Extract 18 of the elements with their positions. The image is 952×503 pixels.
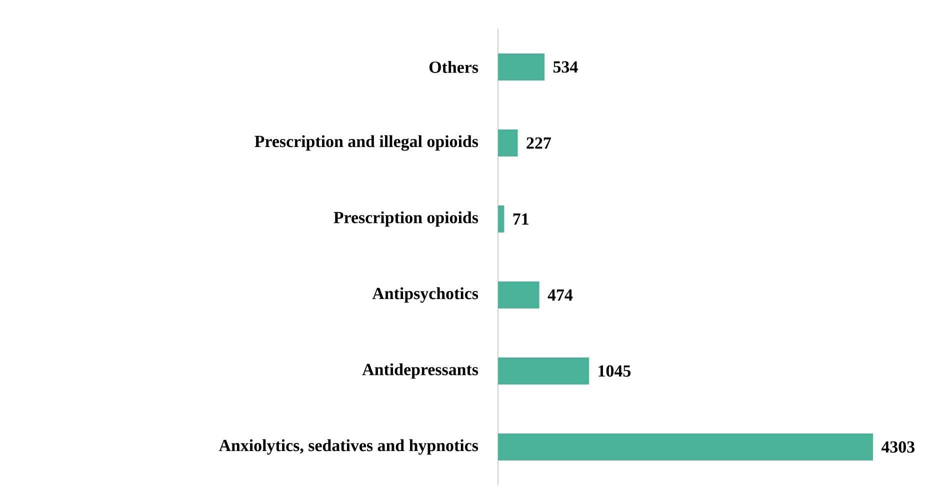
bar bbox=[498, 433, 874, 460]
data-label: 227 bbox=[526, 137, 551, 149]
data-label: 1045 bbox=[598, 365, 631, 377]
bar bbox=[498, 205, 504, 232]
y-tick-label: Others bbox=[429, 61, 478, 73]
data-label: 4303 bbox=[881, 441, 915, 453]
y-tick-label: Antipsychotics bbox=[372, 287, 478, 303]
data-label: 534 bbox=[553, 61, 578, 73]
y-tick-label: Prescription opioids bbox=[334, 211, 478, 227]
bar bbox=[498, 53, 545, 80]
y-tick-label: Anxiolytics, sedatives and hypnotics bbox=[218, 439, 478, 455]
bar bbox=[498, 357, 590, 384]
y-tick-label: Prescription and illegal opioids bbox=[254, 135, 478, 151]
data-label: 474 bbox=[548, 289, 573, 301]
bar bbox=[498, 281, 540, 308]
y-tick-label: Antidepressants bbox=[362, 363, 478, 379]
data-label: 71 bbox=[513, 213, 528, 225]
bar bbox=[498, 129, 518, 156]
